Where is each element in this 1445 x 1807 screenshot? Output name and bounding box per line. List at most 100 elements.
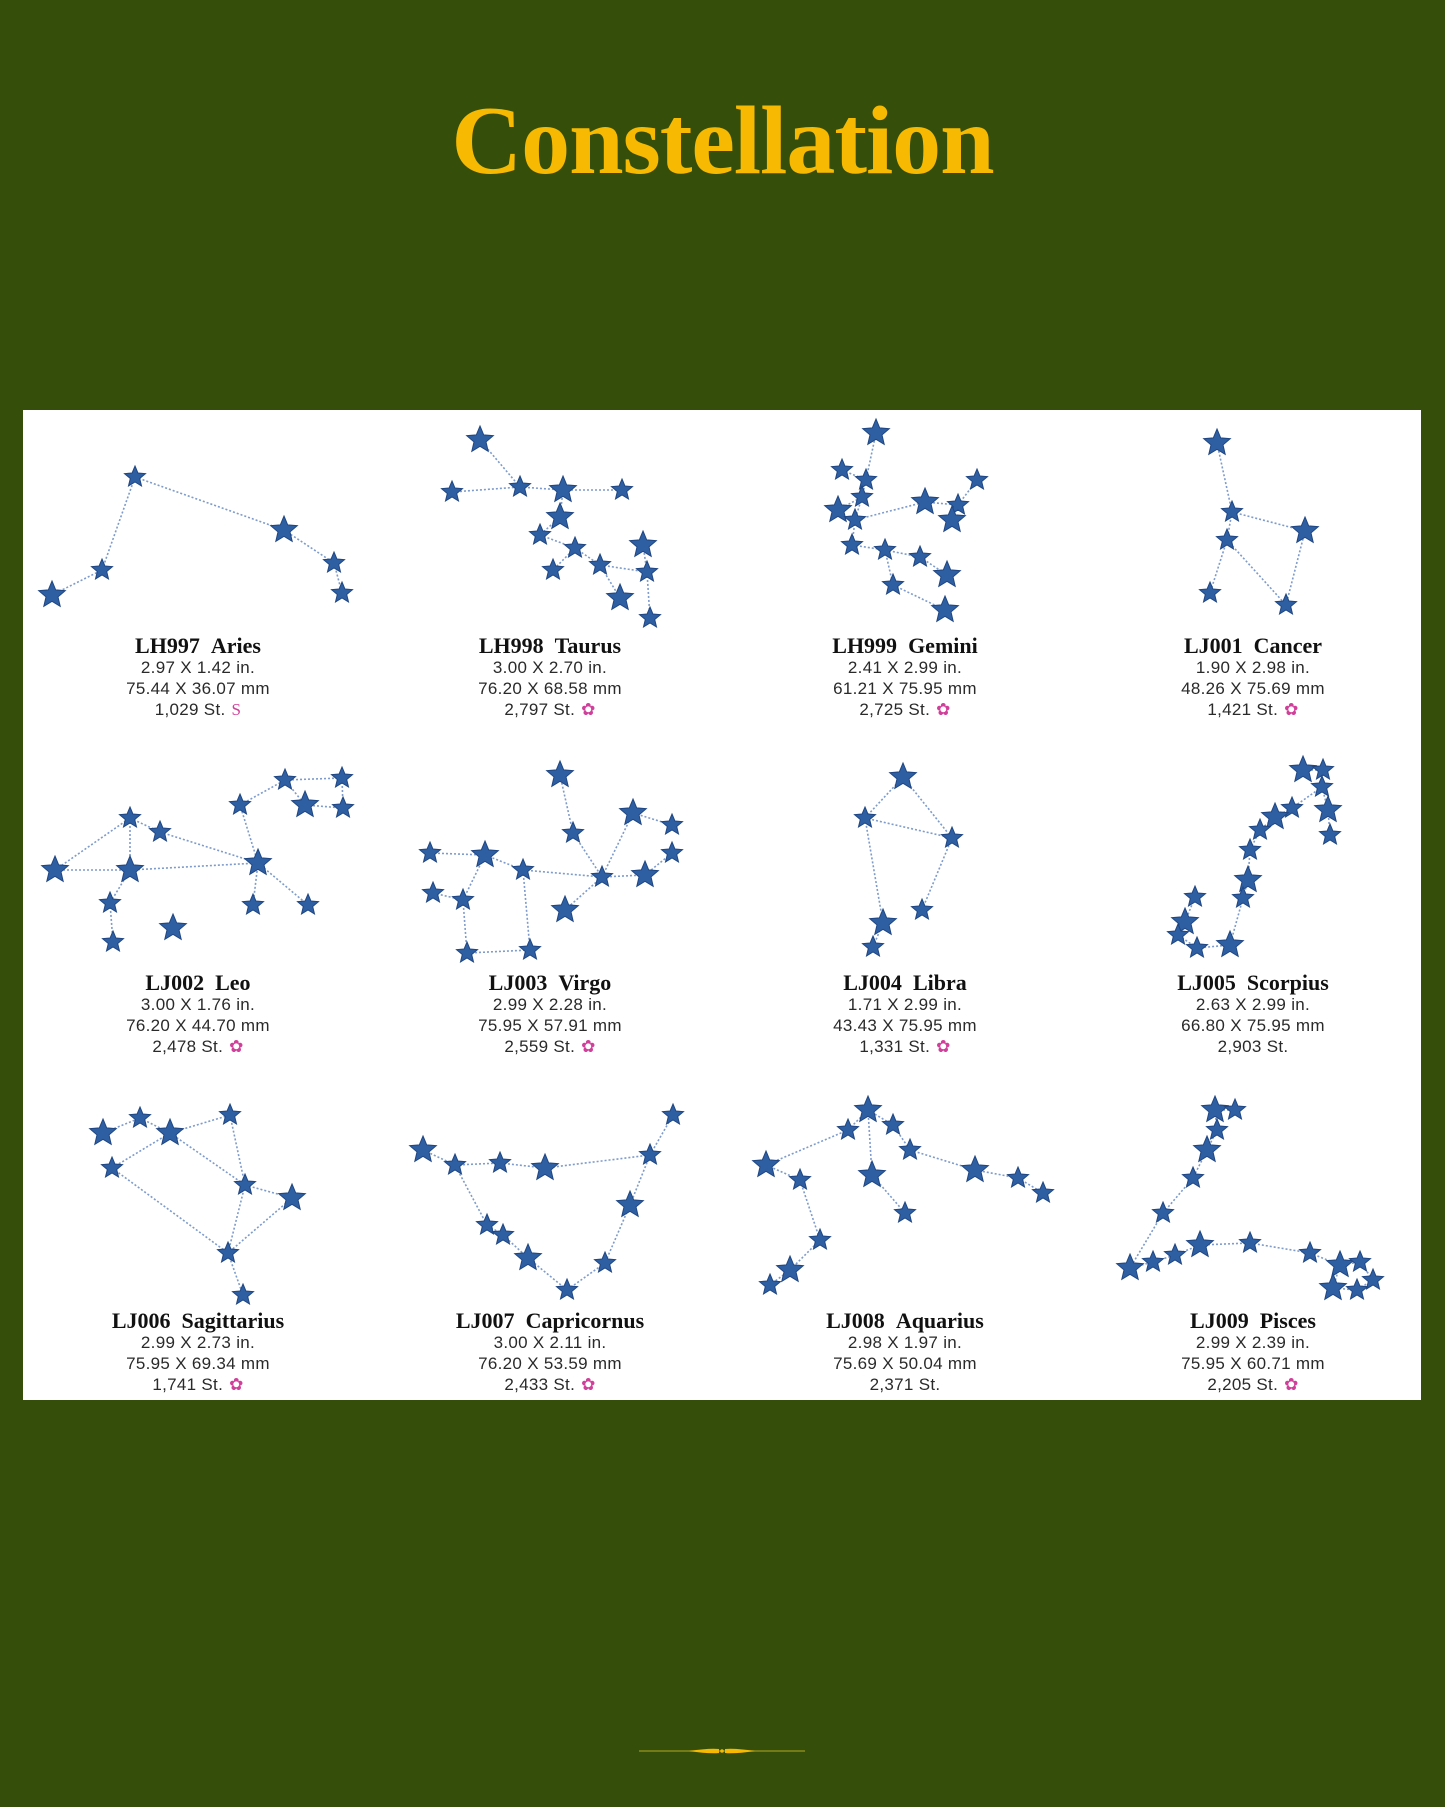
stitch-count: 2,433 St. bbox=[504, 1375, 576, 1394]
constellation-line bbox=[765, 1129, 849, 1166]
stitch-row: 2,903 St. bbox=[1078, 1036, 1428, 1057]
constellation-line bbox=[854, 501, 926, 521]
constellation-line bbox=[867, 1109, 873, 1176]
constellation-line bbox=[484, 854, 524, 871]
stitch-count: 2,797 St. bbox=[504, 700, 576, 719]
star-icon bbox=[758, 1272, 782, 1295]
star-icon bbox=[528, 522, 552, 545]
star-icon bbox=[898, 1137, 922, 1160]
star-icon bbox=[861, 417, 891, 446]
page-title: Constellation bbox=[451, 87, 994, 195]
design-code: LH997 bbox=[135, 633, 200, 658]
star-icon bbox=[1183, 884, 1207, 907]
design-name: Capricornus bbox=[525, 1308, 645, 1333]
design-title: LH997 Aries bbox=[23, 634, 373, 657]
star-icon bbox=[1238, 837, 1262, 860]
stitch-row: 2,478 St. ✿ bbox=[23, 1036, 373, 1057]
design-title: LJ008 Aquarius bbox=[730, 1309, 1080, 1332]
star-icon bbox=[1361, 1267, 1385, 1290]
star-icon bbox=[555, 1277, 579, 1300]
size-inches: 2.41 X 2.99 in. bbox=[847, 658, 963, 677]
design-code: LJ005 bbox=[1177, 970, 1236, 995]
constellation-line bbox=[451, 486, 521, 493]
stitch-row: 2,205 St. ✿ bbox=[1078, 1374, 1428, 1395]
star-icon bbox=[808, 1227, 832, 1250]
size-mm: 76.20 X 53.59 mm bbox=[478, 1354, 622, 1373]
stitch-count: 2,371 St. bbox=[869, 1375, 941, 1394]
size-mm: 76.20 X 68.58 mm bbox=[478, 679, 622, 698]
star-icon bbox=[475, 1212, 499, 1235]
constellation-line bbox=[864, 817, 953, 839]
stitch-count: 1,421 St. bbox=[1207, 700, 1279, 719]
star-icon bbox=[1031, 1180, 1055, 1203]
star-icon bbox=[90, 557, 114, 580]
flower-mark-icon: ✿ bbox=[229, 1037, 244, 1056]
star-icon bbox=[40, 854, 70, 883]
star-icon bbox=[550, 894, 580, 923]
constellation-line bbox=[227, 1184, 246, 1254]
star-icon bbox=[470, 839, 500, 868]
constellation-line bbox=[1242, 879, 1249, 899]
star-icon bbox=[861, 934, 885, 957]
design-label-virgo: LJ003 Virgo 2.99 X 2.28 in. 75.95 X 57.91 … bbox=[375, 971, 725, 1057]
stitch-count: 2,478 St. bbox=[152, 1037, 224, 1056]
star-icon bbox=[123, 464, 147, 487]
stitch-row: 2,433 St. ✿ bbox=[375, 1374, 725, 1395]
star-icon bbox=[960, 1154, 990, 1183]
star-icon bbox=[545, 759, 575, 788]
star-icon bbox=[233, 1172, 257, 1195]
design-title: LJ004 Libra bbox=[730, 971, 1080, 994]
star-icon bbox=[418, 840, 442, 863]
star-icon bbox=[440, 479, 464, 502]
star-icon bbox=[541, 557, 565, 580]
star-icon bbox=[910, 486, 940, 515]
constellation-line bbox=[486, 1224, 504, 1236]
star-icon bbox=[610, 477, 634, 500]
size-inches: 2.63 X 2.99 in. bbox=[1195, 995, 1311, 1014]
design-label-scorpius: LJ005 Scorpius 2.63 X 2.99 in. 66.80 X 75.… bbox=[1078, 971, 1428, 1057]
star-icon bbox=[1238, 1230, 1262, 1253]
design-code: LJ006 bbox=[111, 1308, 171, 1333]
design-name: Sagittarius bbox=[181, 1308, 285, 1333]
star-icon bbox=[491, 1222, 515, 1245]
size-inches: 3.00 X 2.70 in. bbox=[492, 658, 608, 677]
star-icon bbox=[241, 892, 265, 915]
flower-mark-icon: ✿ bbox=[581, 700, 596, 719]
design-code: LJ009 bbox=[1190, 1308, 1249, 1333]
star-icon bbox=[1298, 1240, 1322, 1263]
design-name: Aquarius bbox=[895, 1308, 984, 1333]
star-icon bbox=[850, 484, 874, 507]
stitch-count: 2,725 St. bbox=[859, 700, 931, 719]
star-icon bbox=[1223, 1097, 1247, 1120]
constellation-line bbox=[454, 1162, 501, 1166]
star-icon bbox=[1215, 929, 1245, 958]
star-icon bbox=[965, 467, 989, 490]
star-icon bbox=[937, 504, 967, 533]
design-title: LJ001 Cancer bbox=[1078, 634, 1428, 657]
constellation-line bbox=[252, 862, 259, 906]
stitch-row: 1,741 St. ✿ bbox=[23, 1374, 373, 1395]
stitch-count: 2,903 St. bbox=[1217, 1037, 1289, 1056]
constellation-line bbox=[921, 837, 953, 911]
star-icon bbox=[1313, 794, 1343, 823]
design-label-aries: LH997 Aries 2.97 X 1.42 in. 75.44 X 36.07 … bbox=[23, 634, 373, 720]
star-icon bbox=[1274, 592, 1298, 615]
flower-mark-icon: ✿ bbox=[936, 1037, 951, 1056]
s-mark-icon: S bbox=[231, 700, 242, 719]
design-label-pisces: LJ009 Pisces 2.99 X 2.39 in. 75.95 X 60.71… bbox=[1078, 1309, 1428, 1395]
star-icon bbox=[1185, 935, 1209, 958]
star-icon bbox=[1202, 427, 1232, 456]
star-icon bbox=[1141, 1249, 1165, 1272]
size-mm: 75.95 X 57.91 mm bbox=[478, 1016, 622, 1035]
design-code: LJ002 bbox=[145, 970, 205, 995]
star-icon bbox=[893, 1200, 917, 1223]
constellation-line bbox=[111, 1167, 229, 1254]
star-icon bbox=[630, 859, 660, 888]
constellation-aries bbox=[37, 464, 354, 608]
constellation-pisces bbox=[1115, 1094, 1385, 1301]
star-icon bbox=[273, 767, 297, 790]
design-title: LJ005 Scorpius bbox=[1078, 971, 1428, 994]
constellation-line bbox=[604, 1204, 631, 1264]
star-icon bbox=[530, 1152, 560, 1181]
star-icon bbox=[37, 579, 67, 608]
